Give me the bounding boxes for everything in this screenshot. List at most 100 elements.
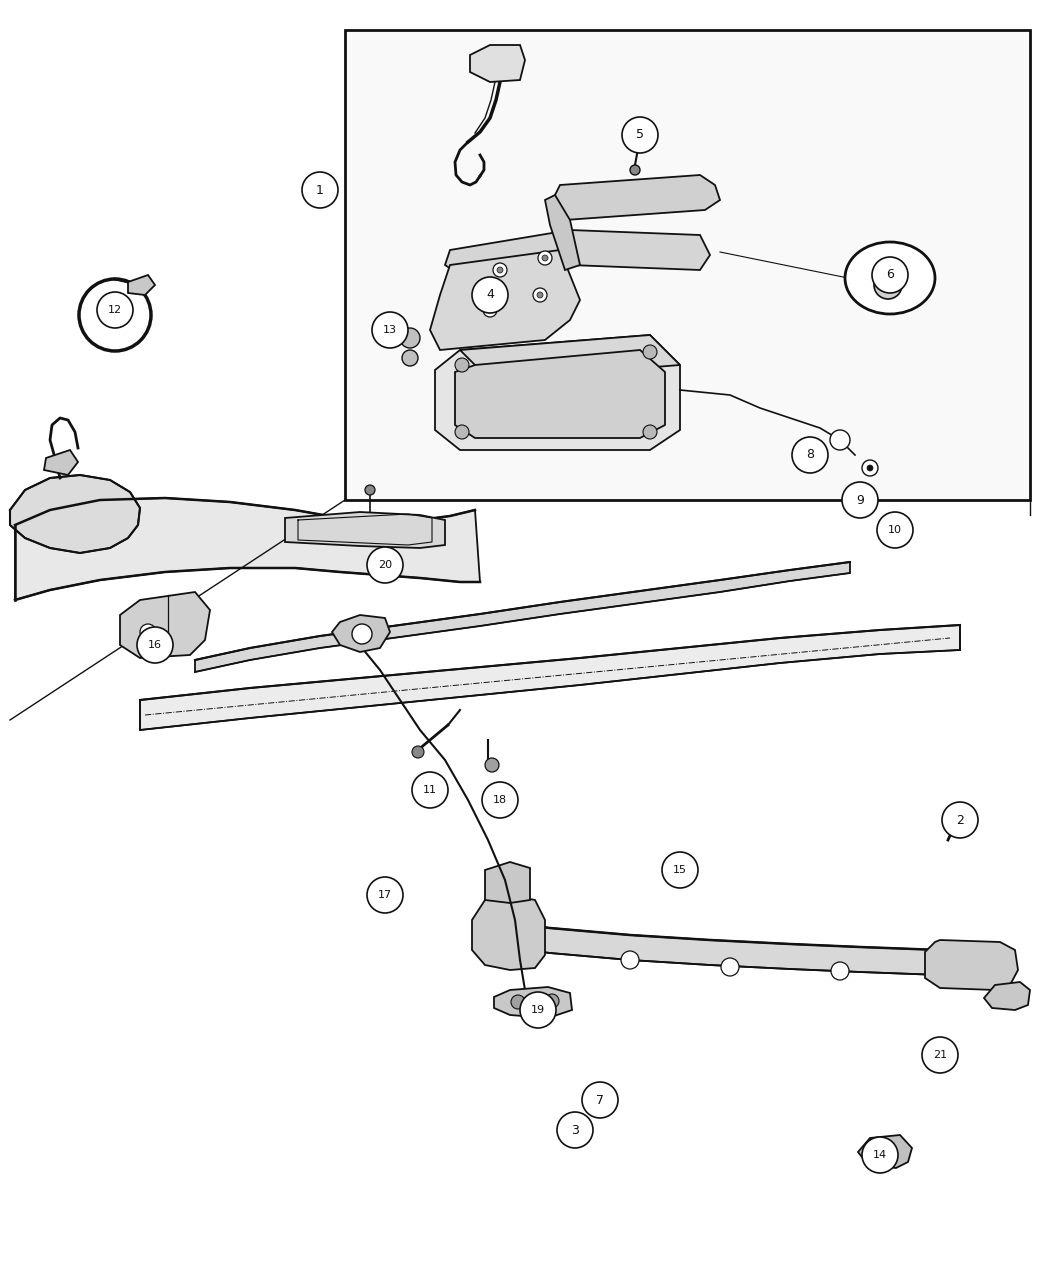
Circle shape: [630, 165, 640, 175]
Circle shape: [621, 952, 639, 969]
Text: 21: 21: [933, 1050, 947, 1060]
Text: 11: 11: [423, 785, 437, 796]
Text: 14: 14: [873, 1150, 887, 1160]
Text: 16: 16: [148, 640, 162, 650]
Circle shape: [482, 781, 518, 819]
Circle shape: [582, 1082, 618, 1118]
Circle shape: [538, 251, 552, 265]
Polygon shape: [15, 498, 480, 600]
Circle shape: [511, 995, 525, 1009]
Polygon shape: [485, 920, 1000, 977]
Circle shape: [487, 307, 493, 313]
Polygon shape: [140, 625, 960, 730]
Circle shape: [493, 263, 507, 278]
Circle shape: [872, 257, 908, 293]
Circle shape: [874, 271, 902, 299]
Circle shape: [831, 962, 849, 980]
Circle shape: [412, 773, 448, 808]
Circle shape: [622, 116, 658, 153]
Circle shape: [367, 877, 403, 913]
Circle shape: [372, 312, 408, 348]
Circle shape: [472, 278, 508, 313]
Circle shape: [862, 1137, 898, 1173]
Circle shape: [137, 627, 173, 663]
Circle shape: [483, 303, 497, 317]
Polygon shape: [545, 194, 580, 270]
Polygon shape: [445, 230, 710, 275]
Polygon shape: [128, 275, 155, 295]
Polygon shape: [494, 987, 572, 1018]
Circle shape: [545, 994, 559, 1008]
Polygon shape: [472, 895, 545, 969]
Circle shape: [497, 267, 503, 272]
Polygon shape: [485, 862, 530, 903]
Polygon shape: [858, 1134, 912, 1168]
Text: 18: 18: [493, 796, 507, 804]
Text: 15: 15: [673, 865, 687, 875]
Ellipse shape: [845, 242, 935, 315]
Text: 19: 19: [531, 1005, 545, 1016]
Text: 20: 20: [378, 560, 392, 570]
Circle shape: [557, 1111, 593, 1149]
Polygon shape: [285, 512, 445, 547]
Text: 13: 13: [383, 325, 397, 335]
Circle shape: [643, 345, 658, 359]
Text: 7: 7: [596, 1094, 604, 1106]
Text: 3: 3: [571, 1123, 579, 1137]
Polygon shape: [430, 249, 580, 350]
Text: 10: 10: [888, 524, 902, 535]
Polygon shape: [470, 45, 525, 82]
Text: 17: 17: [378, 890, 392, 900]
Circle shape: [140, 624, 156, 640]
Circle shape: [792, 437, 828, 473]
Circle shape: [542, 255, 548, 261]
Circle shape: [97, 292, 133, 327]
Circle shape: [662, 852, 697, 888]
Polygon shape: [555, 175, 720, 220]
Circle shape: [367, 547, 403, 583]
Text: 2: 2: [956, 813, 964, 826]
Circle shape: [952, 806, 968, 822]
Circle shape: [302, 171, 338, 208]
Text: 9: 9: [856, 494, 864, 506]
Circle shape: [400, 327, 420, 348]
Polygon shape: [434, 335, 680, 450]
Circle shape: [537, 292, 543, 298]
Circle shape: [881, 278, 895, 292]
Circle shape: [485, 758, 499, 773]
Circle shape: [412, 746, 424, 758]
Circle shape: [365, 485, 375, 495]
Circle shape: [922, 1037, 958, 1073]
Text: 12: 12: [108, 304, 122, 315]
Circle shape: [456, 425, 469, 439]
Polygon shape: [195, 561, 850, 671]
Bar: [345, 29, 1030, 500]
Circle shape: [533, 288, 547, 302]
Circle shape: [842, 482, 878, 518]
Circle shape: [456, 358, 469, 372]
Circle shape: [352, 624, 372, 645]
Circle shape: [830, 430, 850, 450]
Circle shape: [520, 993, 557, 1028]
Circle shape: [643, 425, 658, 439]
Text: 1: 1: [316, 183, 324, 197]
Polygon shape: [460, 335, 680, 380]
Text: 8: 8: [806, 449, 814, 462]
Text: 5: 5: [636, 128, 644, 142]
Circle shape: [885, 281, 891, 288]
Circle shape: [862, 460, 878, 476]
Text: 4: 4: [486, 289, 494, 302]
Polygon shape: [120, 592, 210, 657]
Polygon shape: [984, 982, 1030, 1010]
Circle shape: [721, 958, 739, 976]
Polygon shape: [925, 940, 1018, 990]
Polygon shape: [44, 450, 78, 475]
Circle shape: [942, 802, 978, 838]
Circle shape: [877, 512, 913, 547]
Circle shape: [402, 350, 418, 366]
Circle shape: [867, 466, 873, 471]
Polygon shape: [456, 350, 665, 437]
Polygon shape: [332, 615, 390, 652]
Polygon shape: [11, 475, 140, 553]
Text: 6: 6: [886, 269, 894, 281]
